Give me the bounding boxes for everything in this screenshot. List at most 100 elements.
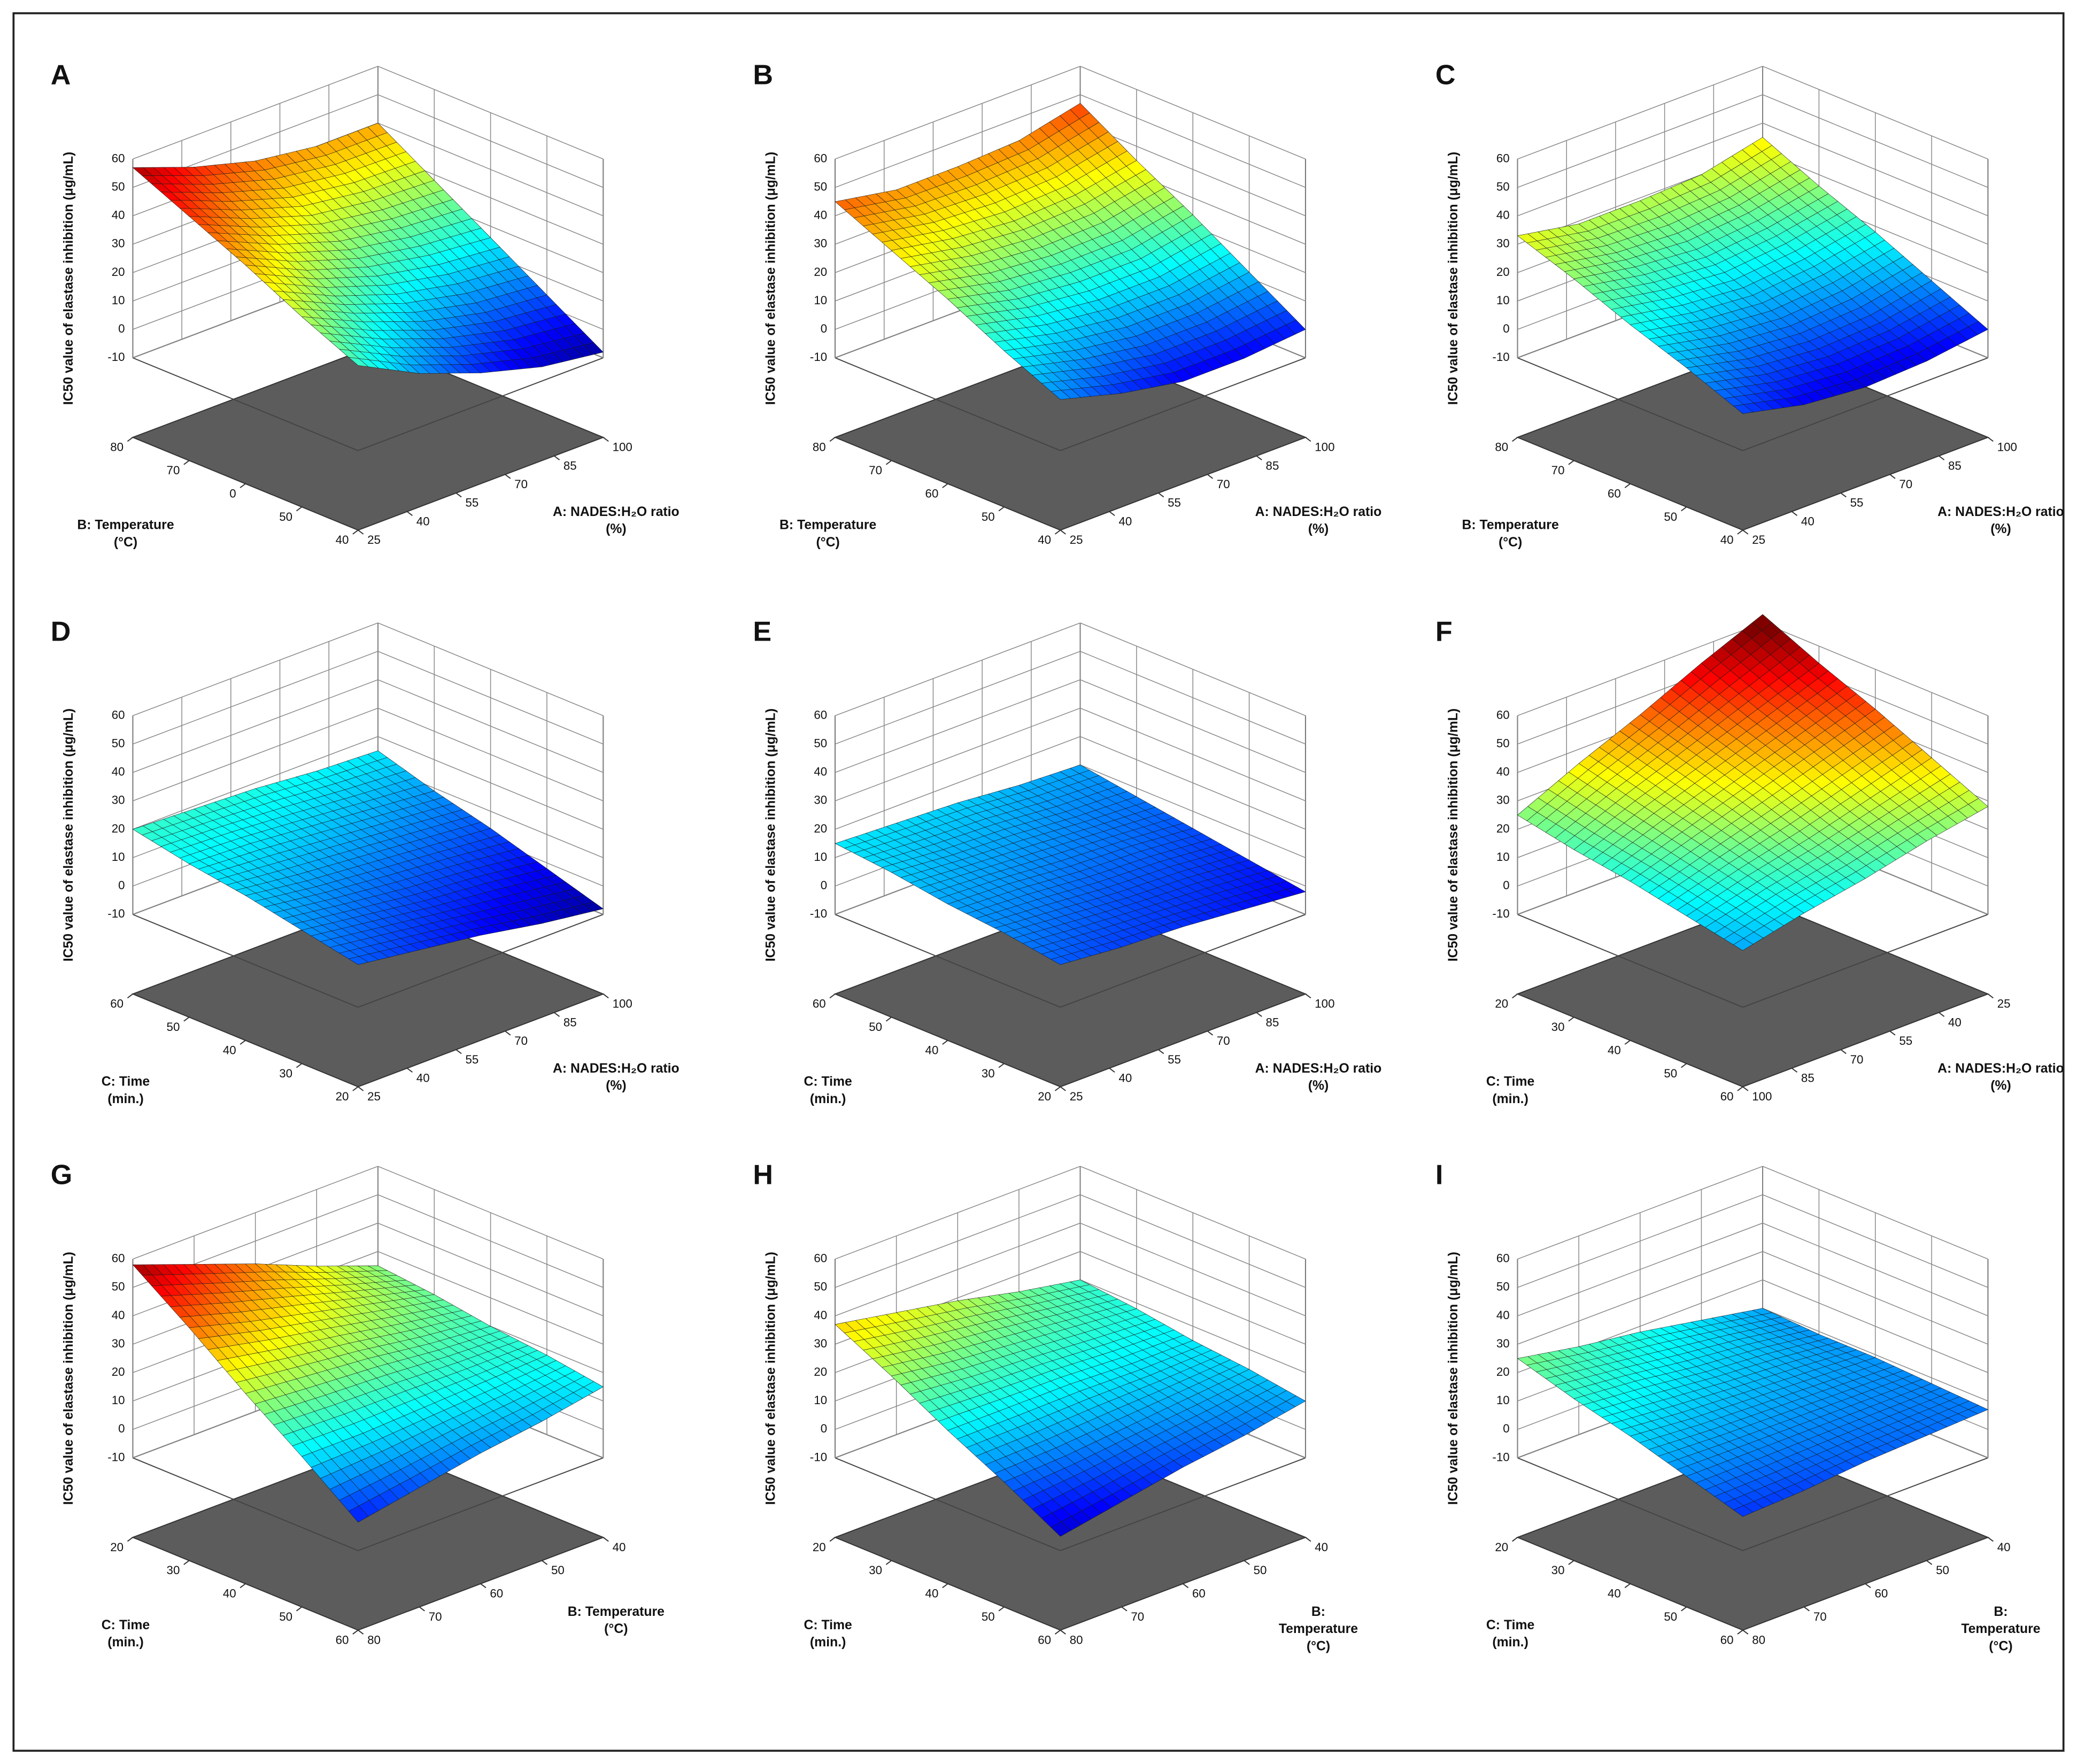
z-tick-label: 20 xyxy=(1496,265,1510,279)
x-tick-label: 85 xyxy=(563,459,577,472)
x-tick-label: 100 xyxy=(1315,997,1334,1011)
z-grid-line xyxy=(1517,66,1763,160)
contour-floor xyxy=(131,344,605,531)
y-tick-label: 50 xyxy=(279,1610,292,1623)
z-tick-label: 0 xyxy=(821,1422,827,1435)
z-tick-label: 40 xyxy=(814,209,827,222)
x-tick-label: 50 xyxy=(551,1563,565,1577)
y-axis-label: C: Time xyxy=(804,1075,852,1089)
z-tick-label: 50 xyxy=(814,1280,827,1293)
y-tick-label: 30 xyxy=(982,1067,995,1080)
axis-frame xyxy=(835,357,1061,451)
x-tick-mark xyxy=(1889,1030,1896,1036)
x-tick-mark xyxy=(603,1537,609,1542)
x-tick-mark xyxy=(1791,511,1798,516)
y-tick-label: 40 xyxy=(1720,533,1734,546)
x-tick-label: 100 xyxy=(1315,441,1334,454)
y-tick-label: 40 xyxy=(925,1587,939,1600)
x-tick-label: 40 xyxy=(1315,1540,1328,1554)
x-tick-mark xyxy=(1109,511,1115,516)
z-tick-label: 60 xyxy=(1496,708,1510,721)
y-tick-mark xyxy=(1512,437,1518,442)
x-tick-label: 40 xyxy=(1801,514,1815,528)
y-tick-mark xyxy=(942,1039,948,1045)
y-tick-label: 60 xyxy=(110,997,123,1011)
x-tick-label: 85 xyxy=(1266,1015,1279,1029)
x-tick-mark xyxy=(553,1012,560,1017)
x-tick-mark xyxy=(1060,529,1066,535)
panel-label: G xyxy=(51,1160,72,1191)
z-tick-label: 60 xyxy=(112,151,125,165)
x-tick-label: 70 xyxy=(1217,1034,1230,1047)
z-grid-line xyxy=(133,66,379,160)
z-tick-label: 10 xyxy=(112,1393,125,1407)
z-tick-label: -10 xyxy=(107,350,125,364)
y-tick-mark xyxy=(127,1537,133,1542)
y-tick-label: 40 xyxy=(925,1043,939,1057)
y-tick-mark xyxy=(1054,1086,1061,1091)
x-tick-label: 80 xyxy=(367,1633,381,1646)
figure-border xyxy=(12,12,2065,1752)
y-tick-label: 50 xyxy=(982,510,995,523)
x-tick-label: 40 xyxy=(416,514,430,528)
z-tick-label: 30 xyxy=(112,794,125,807)
x-axis-label: (°C) xyxy=(604,1622,628,1636)
x-tick-mark xyxy=(1987,993,1994,999)
x-tick-mark xyxy=(1939,455,1945,460)
z-tick-label: 50 xyxy=(112,736,125,750)
y-tick-label: 20 xyxy=(813,1540,826,1554)
y-tick-mark xyxy=(998,1063,1005,1068)
x-tick-mark xyxy=(455,492,462,498)
y-tick-label: 60 xyxy=(1608,487,1621,500)
y-tick-mark xyxy=(183,460,190,465)
z-tick-label: -10 xyxy=(810,350,827,364)
y-tick-mark xyxy=(829,993,836,999)
y-tick-mark xyxy=(1568,1016,1574,1022)
z-tick-label: 0 xyxy=(821,879,827,892)
y-axis-label: C: Time xyxy=(1486,1075,1534,1089)
x-tick-label: 70 xyxy=(429,1610,442,1623)
x-tick-label: 70 xyxy=(1131,1610,1144,1623)
z-axis-label: IC50 value of elastase inhibition (μg/mL… xyxy=(61,152,76,405)
x-tick-mark xyxy=(1060,1629,1066,1635)
x-tick-mark xyxy=(603,437,609,442)
x-axis-label: (%) xyxy=(606,522,627,536)
x-tick-mark xyxy=(1840,1049,1847,1054)
y-tick-mark xyxy=(1681,1063,1687,1068)
z-tick-label: 40 xyxy=(1496,765,1510,779)
y-tick-mark xyxy=(829,437,836,442)
x-tick-mark xyxy=(542,1560,548,1565)
x-tick-label: 25 xyxy=(1997,997,2011,1011)
y-tick-mark xyxy=(183,1560,190,1565)
y-tick-mark xyxy=(885,1016,892,1022)
z-tick-label: 30 xyxy=(112,237,125,250)
x-tick-mark xyxy=(455,1049,462,1054)
x-axis-label: (%) xyxy=(1308,1079,1329,1093)
y-tick-mark xyxy=(352,529,359,535)
x-tick-label: 40 xyxy=(1118,1071,1132,1084)
y-tick-label: 80 xyxy=(813,441,826,454)
y-axis-label: (min.) xyxy=(810,1092,846,1106)
x-tick-label: 60 xyxy=(490,1587,503,1600)
axis-frame xyxy=(133,357,359,451)
z-tick-label: 40 xyxy=(112,209,125,222)
z-tick-label: 60 xyxy=(814,708,827,721)
x-axis-label: (%) xyxy=(1990,522,2011,536)
x-tick-mark xyxy=(1840,492,1847,498)
z-tick-label: 50 xyxy=(814,180,827,193)
z-tick-label: 10 xyxy=(814,850,827,864)
y-tick-label: 40 xyxy=(1038,533,1051,546)
x-tick-label: 40 xyxy=(416,1071,430,1084)
z-tick-label: 40 xyxy=(814,1308,827,1322)
x-tick-label: 55 xyxy=(1850,496,1864,510)
y-tick-mark xyxy=(352,1086,359,1091)
z-axis-label: IC50 value of elastase inhibition (μg/mL… xyxy=(61,708,76,961)
z-tick-label: 10 xyxy=(814,294,827,307)
z-tick-label: 20 xyxy=(1496,822,1510,835)
x-tick-label: 85 xyxy=(1801,1071,1815,1084)
x-tick-label: 70 xyxy=(1217,477,1230,491)
x-tick-label: 25 xyxy=(1752,533,1765,546)
panel-label: E xyxy=(753,617,771,648)
y-tick-label: 20 xyxy=(110,1540,123,1554)
z-tick-label: 60 xyxy=(1496,151,1510,165)
